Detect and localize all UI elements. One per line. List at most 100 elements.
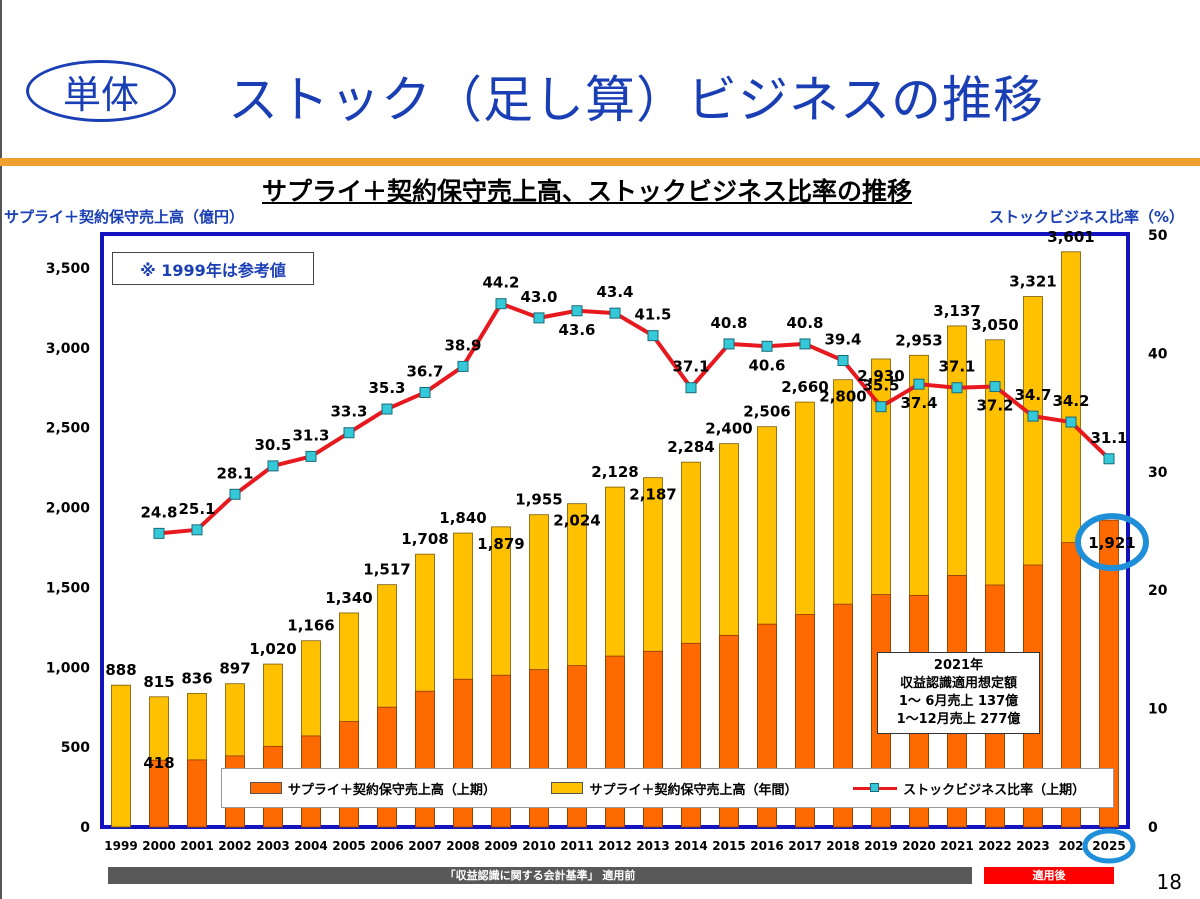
ratio-value-label: 30.5	[254, 436, 291, 454]
x-tick-label: 2001	[180, 839, 213, 853]
ratio-point-2006	[381, 403, 393, 415]
annotation-line-3: 1～ 6月売上 137億	[898, 694, 1019, 709]
annual-value-label: 3,601	[1047, 228, 1094, 246]
ratio-point-2020	[913, 378, 925, 390]
ratio-point-2019	[875, 401, 887, 413]
ratio-point-2011	[571, 305, 583, 317]
y-right-tick-label: 40	[1148, 346, 1168, 362]
legend-swatch-annual	[551, 782, 584, 794]
header-badge: 単体	[26, 60, 176, 122]
chart-title: サプライ＋契約保守売上高、ストックビジネス比率の推移	[262, 177, 913, 206]
ratio-value-label: 40.6	[748, 356, 785, 374]
x-tick-label: 2000	[142, 839, 175, 853]
x-tick-label: 2002	[218, 839, 251, 853]
legend-label-ratio: ストックビジネス比率（上期）	[903, 782, 1086, 798]
standard-after-bar: 適用後	[984, 867, 1114, 884]
annotation-box: 2021年 収益認識適用想定額 1～ 6月売上 137億 1～12月売上 277…	[877, 652, 1040, 734]
half-value-label: 418	[143, 754, 174, 772]
y-left-tick-label: 500	[61, 740, 90, 756]
x-tick-label: 1999	[104, 839, 137, 853]
ratio-point-2013	[647, 330, 659, 342]
annotation-line-4: 1～12月売上 277億	[896, 712, 1021, 727]
annual-value-label: 3,137	[933, 302, 980, 320]
x-tick-label: 2017	[788, 839, 821, 853]
ratio-value-label: 33.3	[330, 403, 367, 421]
x-tick-label: 2020	[902, 839, 935, 853]
x-tick-label: 2008	[446, 839, 479, 853]
ratio-value-label: 36.7	[406, 362, 443, 380]
standard-before-bar: 「収益認識に関する会計基準」 適用前	[108, 867, 972, 884]
x-tick-label: 2011	[560, 839, 593, 853]
y-left-tick-label: 3,500	[46, 261, 91, 277]
annual-value-label: 2,506	[743, 403, 790, 421]
ratio-value-label: 38.9	[444, 336, 481, 354]
ratio-value-label: 28.1	[216, 464, 253, 482]
annual-value-label: 2,800	[819, 388, 866, 406]
x-tick-label: 2010	[522, 839, 555, 853]
header-badge-text: 単体	[62, 72, 139, 117]
ratio-point-2024	[1065, 416, 1077, 428]
bar-half-2024	[1061, 542, 1081, 828]
ratio-value-label: 37.1	[672, 358, 709, 376]
ratio-value-label: 40.8	[710, 314, 747, 332]
x-tick-label: 2004	[294, 839, 327, 853]
ratio-value-label: 41.5	[634, 306, 671, 324]
annual-value-label: 815	[143, 673, 174, 691]
annual-value-label: 1,840	[439, 509, 486, 527]
page-number: 18	[1156, 870, 1182, 894]
ratio-value-label: 25.1	[178, 500, 215, 518]
annual-value-label: 1,340	[325, 589, 372, 607]
annual-value-label: 2,930	[857, 367, 904, 385]
legend-line-ratio	[853, 781, 898, 795]
x-tick-label: 2015	[712, 839, 745, 853]
x-tick-label: 2018	[826, 839, 859, 853]
y-left-tick-label: 2,500	[46, 421, 91, 437]
x-tick-label: 2016	[750, 839, 783, 853]
x-tick-label: 202	[1058, 839, 1083, 853]
ratio-value-label: 43.6	[558, 321, 595, 339]
ratio-point-2012	[609, 307, 621, 319]
legend-swatch-half	[249, 782, 282, 794]
ratio-value-label: 37.2	[976, 397, 1013, 415]
reference-note: ※ 1999年は参考値	[112, 252, 314, 285]
ratio-point-2002	[229, 488, 241, 500]
annual-value-label: 2,128	[591, 463, 638, 481]
ratio-point-2005	[343, 427, 355, 439]
ratio-point-2018	[837, 355, 849, 367]
annual-value-label: 2,953	[895, 331, 942, 349]
y-axis-left-title: サプライ＋契約保守売上高（億円）	[4, 208, 245, 226]
y-right-tick-label: 0	[1148, 820, 1158, 836]
ratio-point-2022	[989, 381, 1001, 393]
ratio-point-2014	[685, 382, 697, 394]
annual-value-label: 1,879	[477, 535, 524, 553]
bar-half-2001	[187, 759, 207, 828]
ratio-point-2003	[267, 460, 279, 472]
highlight-value-label: 1,921	[1088, 534, 1135, 552]
x-tick-label: 2014	[674, 839, 707, 853]
y-left-tick-label: 1,500	[46, 580, 91, 596]
annual-value-label: 2,187	[629, 486, 676, 504]
ratio-point-2001	[191, 524, 203, 536]
y-left-tick-label: 1,000	[46, 660, 91, 676]
x-tick-label: 2013	[636, 839, 669, 853]
ratio-point-2004	[305, 450, 317, 462]
annual-value-label: 1,020	[249, 640, 296, 658]
ratio-value-label: 43.0	[520, 288, 557, 306]
ratio-value-label: 34.2	[1052, 392, 1089, 410]
x-tick-label: 2023	[1016, 839, 1049, 853]
ratio-point-2017	[799, 338, 811, 350]
y-right-tick-label: 30	[1148, 465, 1168, 481]
legend-label-annual: サプライ＋契約保守売上高（年間）	[589, 782, 798, 798]
annotation-line-1: 2021年	[933, 658, 984, 673]
annual-value-label: 3,321	[1009, 273, 1056, 291]
title-rule	[0, 158, 1200, 166]
ratio-point-2015	[723, 338, 735, 350]
ratio-value-label: 37.1	[938, 358, 975, 376]
ratio-point-2010	[533, 312, 545, 324]
bar-annual-1999	[111, 684, 131, 828]
ratio-value-label: 31.3	[292, 426, 329, 444]
highlight-circle-year	[1082, 828, 1136, 864]
bar-half-2025	[1099, 519, 1119, 828]
annual-value-label: 2,400	[705, 420, 752, 438]
x-tick-label: 2005	[332, 839, 365, 853]
